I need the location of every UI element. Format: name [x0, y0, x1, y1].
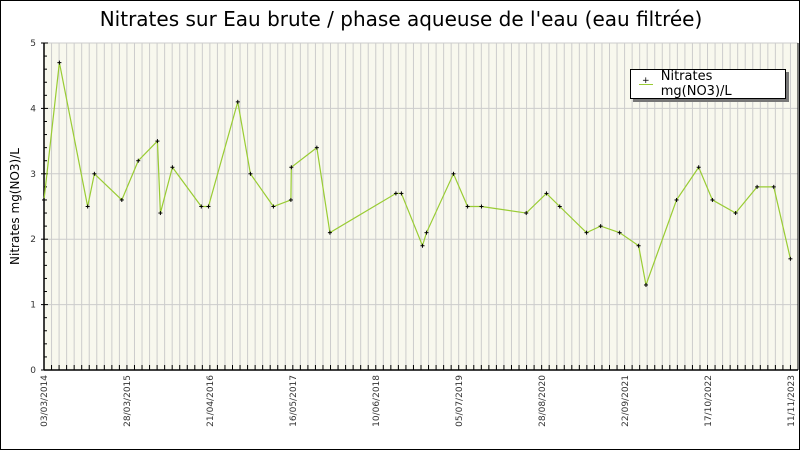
- y-tick-label: 2: [30, 235, 36, 245]
- data-point: [206, 204, 211, 209]
- data-point: [92, 171, 97, 176]
- data-point: [235, 99, 240, 104]
- data-point: [170, 165, 175, 170]
- data-point: [524, 211, 529, 216]
- data-point: [617, 230, 622, 235]
- data-point: [643, 282, 648, 287]
- data-point: [393, 191, 398, 196]
- x-tick-label: 16/05/2017: [289, 375, 299, 427]
- data-point: [271, 204, 276, 209]
- x-tick-label: 10/06/2018: [372, 375, 382, 427]
- y-tick-label: 4: [30, 104, 36, 114]
- legend-label: Nitrates mg(NO3)/L: [660, 69, 732, 99]
- data-point: [42, 197, 46, 202]
- data-point: [771, 184, 776, 189]
- data-point: [327, 230, 332, 235]
- y-tick-label: 0: [30, 366, 36, 376]
- data-point: [136, 158, 141, 163]
- chart-title: Nitrates sur Eau brute / phase aqueuse d…: [99, 7, 703, 31]
- y-axis-label: Nitrates mg(NO3)/L: [8, 148, 22, 265]
- data-point: [755, 184, 760, 189]
- x-tick-label: 11/11/2023: [787, 375, 797, 427]
- y-tick-label: 5: [30, 39, 36, 49]
- data-point: [636, 243, 641, 248]
- legend: Nitrates mg(NO3)/L: [630, 69, 786, 99]
- x-tick-label: 22/09/2021: [621, 375, 631, 427]
- data-point: [158, 211, 163, 216]
- data-point: [584, 230, 589, 235]
- y-tick-label: 3: [30, 170, 36, 180]
- x-tick-label: 28/08/2020: [538, 375, 548, 427]
- data-point: [248, 171, 253, 176]
- x-tick-label: 28/03/2015: [123, 375, 133, 427]
- data-point: [155, 139, 160, 144]
- data-point: [674, 197, 679, 202]
- y-tick-label: 1: [30, 301, 36, 311]
- legend-swatch-icon: [639, 76, 653, 86]
- x-tick-label: 21/04/2016: [206, 375, 216, 427]
- x-tick-label: 05/07/2019: [455, 375, 465, 427]
- data-point: [424, 230, 429, 235]
- data-point: [544, 191, 549, 196]
- data-point: [399, 191, 404, 196]
- data-point: [788, 256, 793, 261]
- data-point: [289, 165, 294, 170]
- data-point: [598, 224, 603, 229]
- data-point: [557, 204, 562, 209]
- data-point: [199, 204, 204, 209]
- data-point: [314, 145, 319, 150]
- data-point: [420, 243, 425, 248]
- x-tick-label: 03/03/2014: [40, 375, 50, 427]
- series-line: [43, 62, 791, 288]
- data-point: [733, 211, 738, 216]
- data-point: [451, 171, 456, 176]
- data-point: [479, 204, 484, 209]
- data-point: [57, 60, 62, 65]
- data-point: [710, 197, 715, 202]
- data-point: [288, 197, 293, 202]
- data-point: [85, 204, 90, 209]
- x-tick-label: 17/10/2022: [704, 375, 714, 427]
- data-point: [465, 204, 470, 209]
- data-point: [696, 165, 701, 170]
- data-point: [119, 197, 124, 202]
